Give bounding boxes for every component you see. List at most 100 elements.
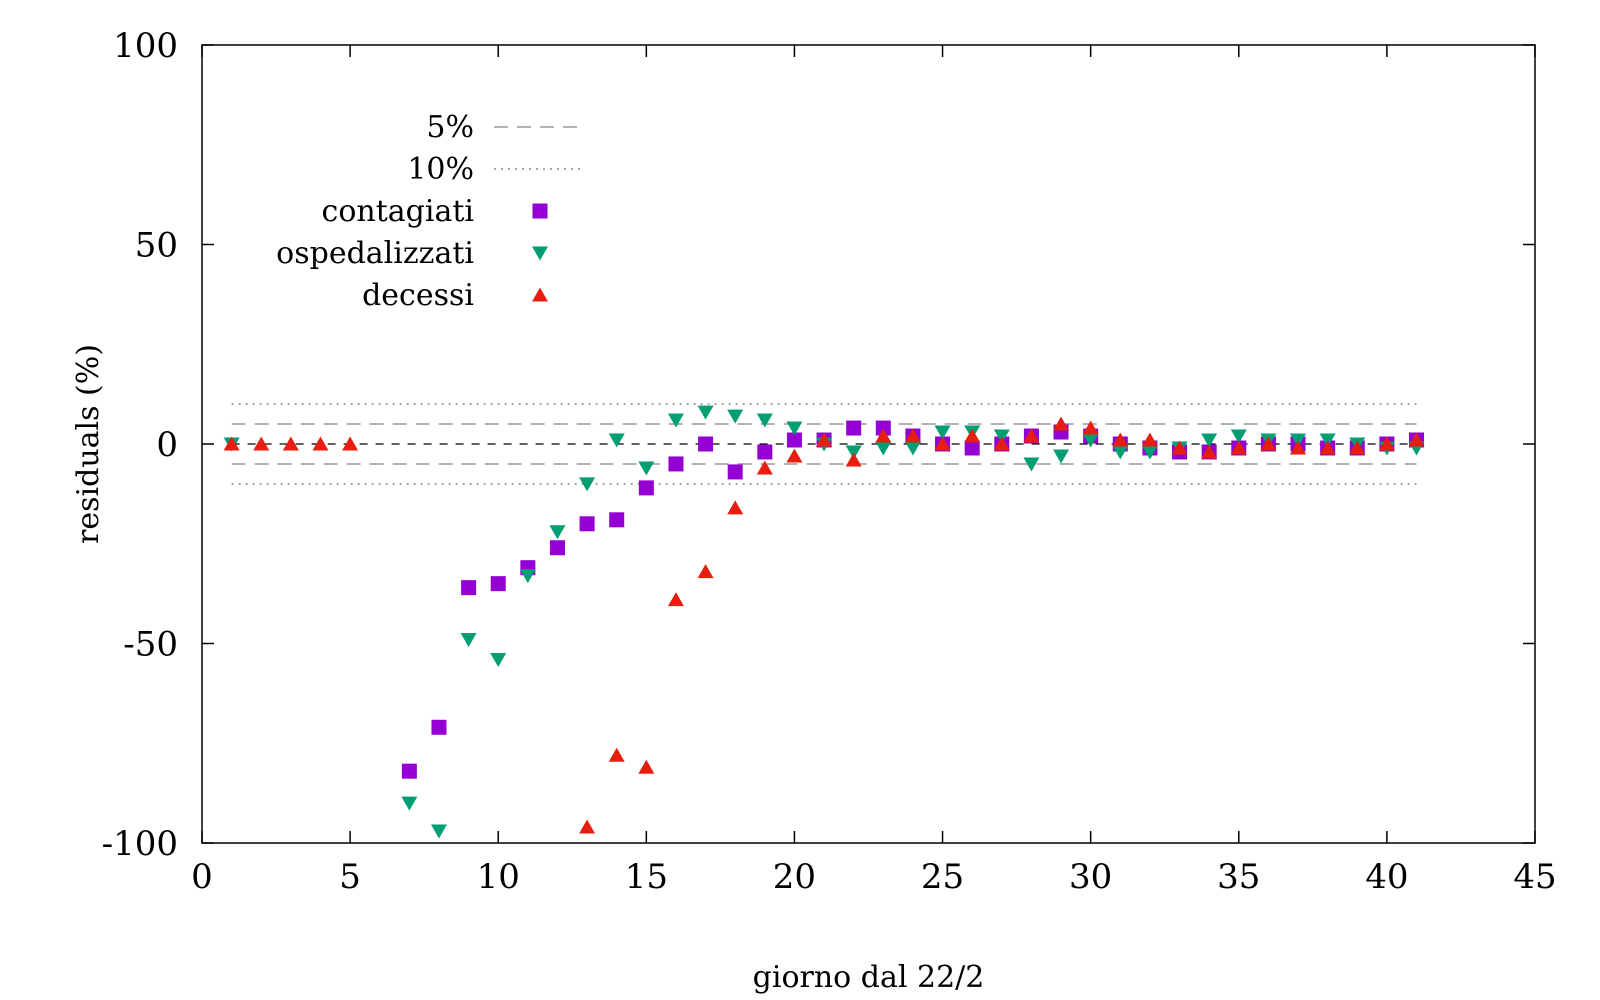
data-point-decessi — [993, 436, 1010, 451]
data-point-contagiati — [431, 719, 447, 735]
legend-label-ospedalizzati: ospedalizzati — [276, 236, 474, 271]
data-point-ospedalizzati — [934, 425, 951, 440]
data-point-ospedalizzati — [1141, 445, 1158, 460]
data-point-decessi — [1053, 416, 1070, 431]
data-point-decessi — [1408, 432, 1425, 447]
data-point-decessi — [756, 460, 773, 475]
series-contagiati — [401, 420, 1425, 779]
data-point-ospedalizzati — [638, 461, 655, 476]
legend-label-10%: 10% — [407, 152, 474, 187]
data-point-ospedalizzati — [579, 477, 596, 492]
legend-marker-contagiati — [532, 203, 548, 219]
legend-label-5%: 5% — [426, 110, 474, 145]
data-point-decessi — [816, 432, 833, 447]
data-point-ospedalizzati — [904, 441, 921, 456]
data-point-ospedalizzati — [756, 413, 773, 428]
data-point-contagiati — [786, 432, 802, 448]
data-point-decessi — [667, 592, 684, 607]
x-tick-label: 25 — [921, 857, 964, 897]
data-point-ospedalizzati — [1053, 449, 1070, 464]
x-tick-label: 15 — [625, 857, 668, 897]
data-point-ospedalizzati — [1082, 433, 1099, 448]
data-point-ospedalizzati — [1023, 457, 1040, 472]
data-point-contagiati — [638, 480, 654, 496]
x-tick-label: 20 — [773, 857, 816, 897]
legend-marker-ospedalizzati — [532, 246, 548, 261]
legend: 5% 10% contagiati ospedalizzati decessi — [276, 110, 583, 313]
data-point-decessi — [1230, 440, 1247, 455]
data-point-decessi — [1082, 420, 1099, 435]
y-axis-label: residuals (%) — [71, 344, 106, 544]
data-point-decessi — [282, 436, 299, 451]
data-point-contagiati — [698, 436, 714, 452]
data-point-decessi — [1023, 428, 1040, 443]
data-point-decessi — [727, 500, 744, 515]
legend-label-contagiati: contagiati — [322, 194, 474, 229]
reference-lines — [231, 403, 1417, 485]
x-tick-label: 45 — [1513, 857, 1556, 897]
data-point-ospedalizzati — [667, 413, 684, 428]
data-point-decessi — [223, 436, 240, 451]
data-point-decessi — [312, 436, 329, 451]
data-point-decessi — [697, 564, 714, 579]
data-point-decessi — [845, 452, 862, 467]
x-tick-label: 0 — [191, 857, 213, 897]
data-point-decessi — [342, 436, 359, 451]
data-point-decessi — [1112, 432, 1129, 447]
x-tick-label: 5 — [339, 857, 361, 897]
data-point-contagiati — [964, 440, 980, 456]
data-point-contagiati — [609, 512, 625, 528]
axis-ticks: 0 5 10 15 20 25 30 35 40 45 -100 -50 0 50 100 — [102, 26, 1557, 897]
data-point-ospedalizzati — [697, 405, 714, 420]
data-point-decessi — [786, 448, 803, 463]
y-tick-label: 50 — [135, 226, 178, 266]
data-point-ospedalizzati — [460, 633, 477, 648]
data-marks — [223, 405, 1425, 839]
y-tick-label: 100 — [113, 26, 178, 66]
y-tick-label: -100 — [102, 824, 178, 864]
data-point-decessi — [964, 428, 981, 443]
data-point-decessi — [904, 428, 921, 443]
data-point-decessi — [875, 428, 892, 443]
data-point-decessi — [1171, 440, 1188, 455]
data-point-ospedalizzati — [430, 824, 447, 839]
data-point-decessi — [1378, 436, 1395, 451]
data-point-decessi — [253, 436, 270, 451]
data-point-contagiati — [668, 456, 684, 472]
data-point-contagiati — [846, 420, 862, 436]
x-tick-label: 10 — [477, 857, 520, 897]
data-point-ospedalizzati — [786, 421, 803, 436]
data-point-ospedalizzati — [1112, 445, 1129, 460]
data-point-ospedalizzati — [875, 441, 892, 456]
data-point-contagiati — [579, 516, 595, 532]
data-point-ospedalizzati — [608, 433, 625, 448]
legend-label-decessi: decessi — [362, 278, 474, 313]
data-point-ospedalizzati — [401, 796, 418, 811]
y-tick-label: -50 — [123, 625, 178, 665]
x-tick-label: 30 — [1069, 857, 1112, 897]
data-point-decessi — [608, 747, 625, 762]
data-point-ospedalizzati — [1230, 429, 1247, 444]
data-point-decessi — [579, 819, 596, 834]
data-point-contagiati — [490, 576, 506, 592]
data-point-ospedalizzati — [519, 569, 536, 584]
data-point-decessi — [1290, 440, 1307, 455]
legend-marker-decessi — [532, 287, 548, 302]
series-decessi — [223, 416, 1425, 834]
data-point-contagiati — [875, 420, 891, 436]
y-tick-label: 0 — [156, 425, 178, 465]
data-point-decessi — [638, 759, 655, 774]
data-point-decessi — [1349, 440, 1366, 455]
data-point-contagiati — [757, 444, 773, 460]
data-point-decessi — [1319, 440, 1336, 455]
data-point-contagiati — [549, 540, 565, 556]
data-point-decessi — [1141, 432, 1158, 447]
x-tick-label: 40 — [1365, 857, 1408, 897]
x-tick-label: 35 — [1217, 857, 1260, 897]
data-point-decessi — [1260, 436, 1277, 451]
data-point-contagiati — [727, 464, 743, 480]
data-point-contagiati — [461, 580, 477, 596]
data-point-ospedalizzati — [1201, 433, 1218, 448]
data-point-contagiati — [401, 763, 417, 779]
